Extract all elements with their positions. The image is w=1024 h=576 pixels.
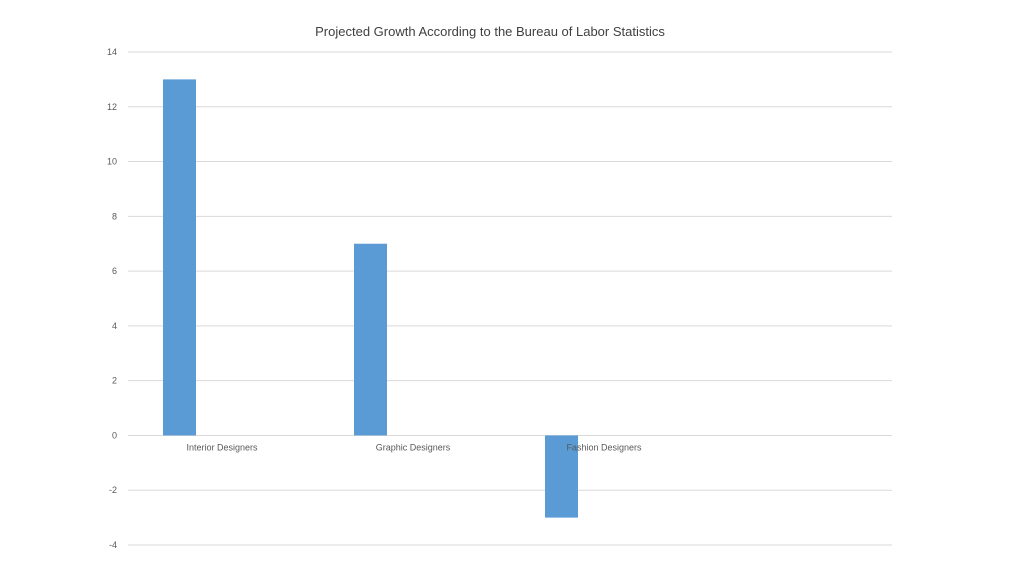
y-tick-label: -2: [109, 485, 117, 495]
bar-graphic-designers: [354, 243, 387, 436]
y-tick-label: 0: [112, 430, 117, 440]
y-tick-label: 14: [107, 47, 117, 57]
gridlines: [128, 51, 892, 546]
chart-title: Projected Growth According to the Bureau…: [315, 24, 665, 39]
category-label: Interior Designers: [186, 442, 258, 452]
y-tick-label: 10: [107, 157, 117, 167]
y-tick-label: 4: [112, 321, 117, 331]
category-label: Fashion Designers: [566, 442, 642, 452]
y-tick-label: 6: [112, 266, 117, 276]
y-tick-label: 8: [112, 211, 117, 221]
bar-interior-designers: [163, 79, 196, 436]
category-labels: Interior Designers Graphic Designers Fashi…: [186, 442, 642, 452]
y-tick-label: 2: [112, 376, 117, 386]
category-label: Graphic Designers: [376, 442, 451, 452]
y-tick-label: -4: [109, 540, 117, 550]
bar-fashion-designers: [545, 435, 578, 518]
y-axis-tick-labels: -4 -2 0 2 4 6 8 10 12 14: [107, 47, 117, 550]
y-tick-label: 12: [107, 102, 117, 112]
bars: [163, 79, 578, 518]
